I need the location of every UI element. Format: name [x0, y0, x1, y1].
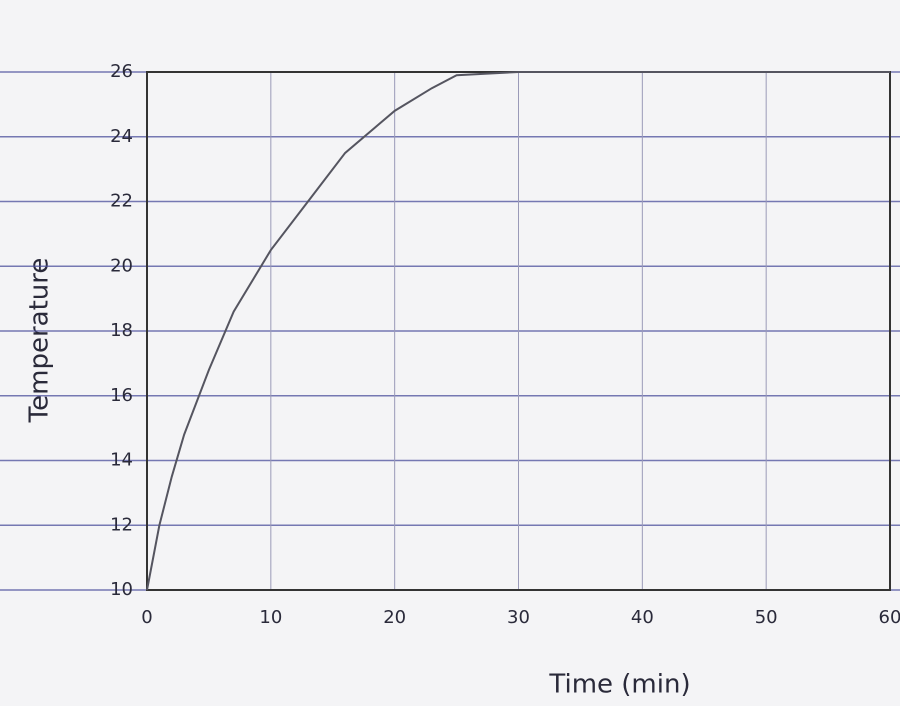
- x-axis-label: Time (min): [548, 670, 690, 700]
- data-line: [146, 71, 890, 591]
- y-tick-label: 10: [110, 579, 133, 600]
- y-tick-label: 24: [110, 126, 133, 147]
- x-tick-label: 20: [383, 607, 406, 628]
- y-tick-label: 26: [110, 61, 133, 82]
- y-tick-label: 16: [110, 385, 133, 406]
- x-tick-label: 10: [259, 607, 282, 628]
- y-tick-label: 14: [110, 450, 133, 471]
- y-tick-label: 22: [110, 191, 133, 212]
- x-tick-label: 40: [631, 607, 654, 628]
- y-tick-label: 20: [110, 255, 133, 276]
- y-axis-label: Temperature: [25, 258, 55, 424]
- x-tick-label: 60: [879, 607, 900, 628]
- x-tick-label: 50: [755, 607, 778, 628]
- x-tick-label: 0: [141, 607, 152, 628]
- x-tick-label: 30: [507, 607, 530, 628]
- y-tick-label: 18: [110, 320, 133, 341]
- y-tick-label: 12: [110, 514, 133, 535]
